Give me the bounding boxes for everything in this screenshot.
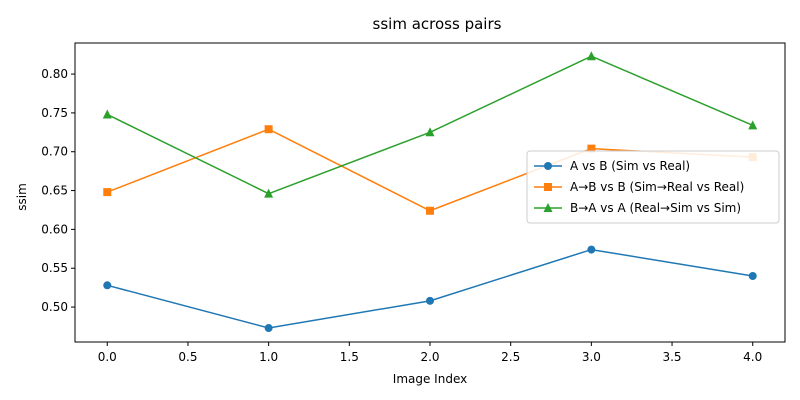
data-point [103,188,112,197]
x-tick-label: 3.0 [582,350,601,364]
data-point [425,127,435,137]
legend-label: B→A vs A (Real→Sim vs Sim) [570,201,741,215]
y-tick-label: 0.80 [41,67,68,81]
legend-label: A→B vs B (Sim→Real vs Real) [570,180,744,194]
data-point [748,271,757,280]
x-tick-label: 3.5 [662,350,681,364]
legend-marker [543,203,553,212]
x-tick-label: 4.0 [743,350,762,364]
y-tick-label: 0.50 [41,300,68,314]
legend-box [526,150,780,224]
y-tick-label: 0.75 [41,106,68,120]
data-point [264,324,273,333]
x-tick-label: 1.0 [259,350,278,364]
x-tick-label: 1.5 [340,350,359,364]
y-tick-label: 0.60 [41,222,68,236]
series-3 [102,51,758,198]
x-tick-label: 2.5 [501,350,520,364]
x-tick-label: 0.5 [178,350,197,364]
legend-marker [544,162,552,170]
chart-title: ssim across pairs [373,15,502,33]
y-tick-label: 0.70 [41,145,68,159]
plot-area: 0.0 0.5 1.0 1.5 2.0 2.5 3.0 3.5 4.0 0.50 0.55 0.60 0… [41,42,786,364]
data-point [587,245,596,254]
data-point [426,206,434,215]
x-axis-label: Image Index [393,372,467,386]
legend-entry: A vs B (Sim vs Real) [534,159,690,173]
legend-entry: A→B vs B (Sim→Real vs Real) [534,180,744,194]
data-point [103,281,112,290]
legend: A vs B (Sim vs Real) A→B vs B (Sim→Real v… [526,150,780,224]
legend-marker [544,183,552,191]
data-point [102,109,112,119]
y-tick-label: 0.65 [41,184,68,198]
series-1 [103,245,757,333]
y-tick-label: 0.55 [41,261,68,275]
data-point [748,120,758,130]
data-point [264,188,274,198]
series-line [107,248,753,329]
data-point [586,51,596,61]
data-point [264,125,273,134]
legend-entry: B→A vs A (Real→Sim vs Sim) [534,201,741,215]
y-axis-label: ssim [15,183,29,211]
x-tick-label: 2.0 [420,350,439,364]
x-tick-label: 0.0 [98,350,117,364]
data-point [426,296,434,305]
legend-label: A vs B (Sim vs Real) [570,159,690,173]
data-point [587,144,596,153]
